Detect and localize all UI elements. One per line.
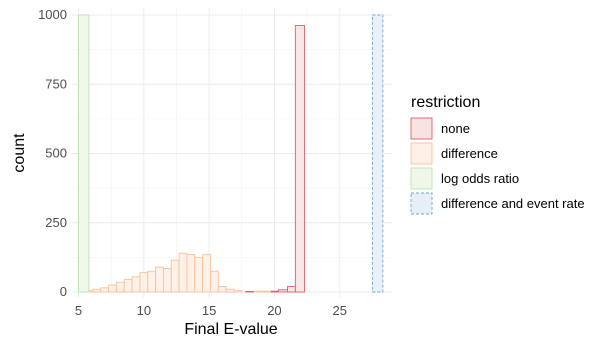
histogram-bar: [115, 281, 125, 293]
histogram-bar: [123, 279, 133, 293]
histogram-bar: [294, 25, 305, 293]
legend-label: none: [441, 121, 470, 136]
grid-lines: [72, 8, 392, 298]
histogram-bar: [92, 288, 102, 293]
histogram-bar: [209, 270, 219, 293]
histogram-bar: [100, 287, 110, 293]
legend-entry: log odds ratio: [410, 167, 519, 190]
y-tick-label: 250: [45, 215, 67, 230]
x-tick-label: 25: [333, 303, 347, 318]
histogram-bar: [262, 290, 271, 293]
legend-entry: difference: [410, 142, 498, 165]
legend: restriction none difference log odds ratio…: [410, 94, 585, 215]
legend-label: log odds ratio: [441, 171, 519, 186]
legend-entry: none: [410, 117, 470, 140]
legend-key: [410, 142, 433, 165]
histogram-bars: [78, 14, 384, 293]
x-axis-title: Final E-value: [184, 321, 277, 338]
histogram-bar: [233, 290, 243, 293]
y-axis-ticks: 0 250 500 750 1000: [38, 7, 67, 299]
series-log-odds-ratio: [78, 14, 90, 293]
histogram-bar: [155, 266, 164, 293]
x-tick-label: 5: [75, 303, 82, 318]
histogram-bar: [178, 252, 188, 293]
legend-entry: difference and event rate: [410, 192, 585, 215]
y-tick-label: 1000: [38, 7, 67, 22]
legend-label: difference: [441, 146, 498, 161]
histogram-bar: [139, 272, 149, 293]
y-tick-label: 0: [60, 284, 67, 299]
histogram-bar: [147, 270, 157, 293]
histogram-bar: [202, 254, 211, 293]
legend-key: [410, 192, 433, 215]
x-axis-ticks: 5 10 15 20 25: [75, 303, 347, 318]
y-tick-label: 500: [45, 146, 67, 161]
histogram-bar: [170, 259, 180, 293]
legend-title: restriction: [411, 94, 480, 111]
legend-key: [410, 167, 433, 190]
histogram-bar: [270, 290, 279, 293]
y-axis-title: count: [11, 133, 28, 173]
series-difference: [84, 252, 271, 293]
histogram-bar: [371, 14, 384, 293]
histogram-bar: [186, 254, 196, 293]
histogram-bar: [131, 276, 141, 293]
histogram-bar: [108, 284, 117, 293]
x-tick-label: 15: [202, 303, 216, 318]
x-tick-label: 20: [267, 303, 281, 318]
histogram-bar: [254, 290, 264, 293]
histogram-bar: [225, 288, 235, 293]
series-difference-and-event-rate: [371, 14, 384, 293]
histogram-bar: [287, 286, 296, 293]
histogram-bar: [277, 289, 288, 293]
histogram-bar: [245, 290, 255, 293]
histogram-bar: [78, 14, 90, 293]
histogram-bar: [217, 286, 227, 293]
histogram-bar: [162, 268, 172, 293]
x-tick-label: 10: [137, 303, 151, 318]
legend-key: [410, 117, 433, 140]
histogram-bar: [194, 256, 204, 293]
y-tick-label: 750: [45, 76, 67, 91]
legend-label: difference and event rate: [441, 196, 585, 211]
